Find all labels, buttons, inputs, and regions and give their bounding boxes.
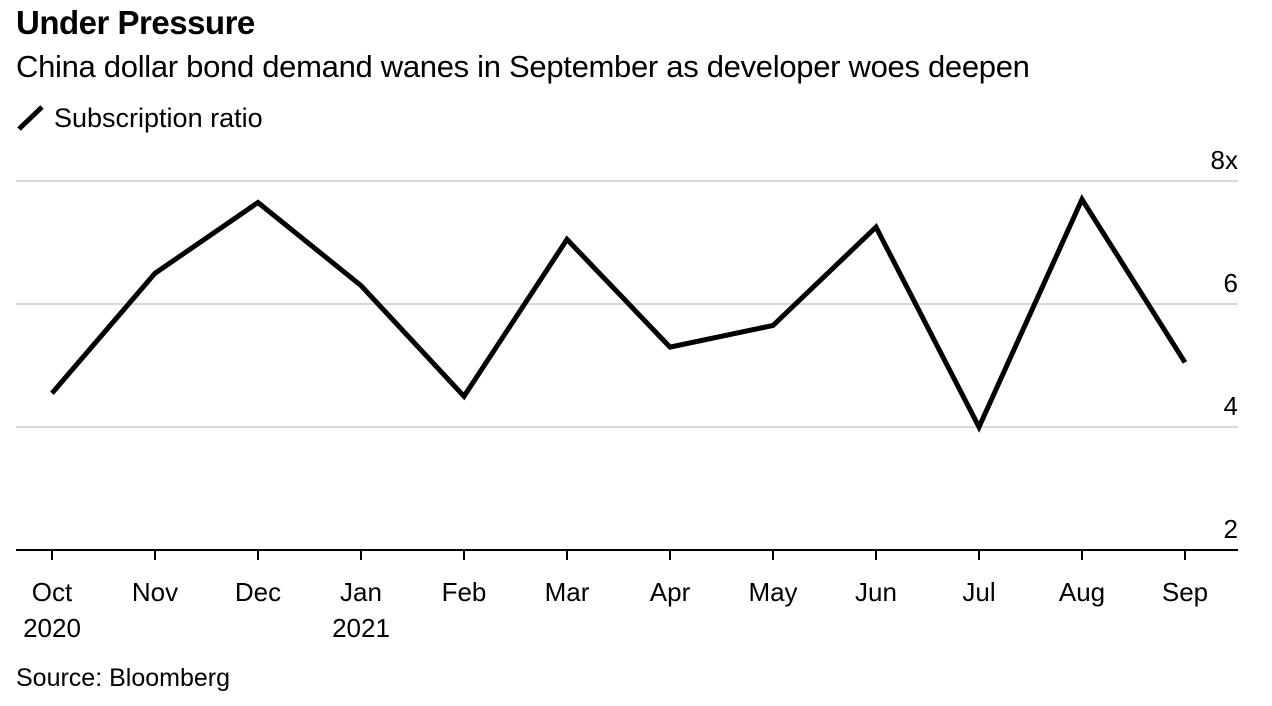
series-line bbox=[50, 194, 1188, 433]
chart-subtitle: China dollar bond demand wanes in Septem… bbox=[16, 49, 1030, 84]
x-tick-label: Oct bbox=[32, 577, 73, 607]
y-tick-label: 2 bbox=[1224, 514, 1238, 544]
line-swatch-icon bbox=[17, 105, 44, 131]
x-tick-label: Mar bbox=[545, 577, 590, 607]
chart-title: Under Pressure bbox=[16, 4, 255, 41]
x-tick-sublabel: 2020 bbox=[23, 613, 81, 643]
legend-label: Subscription ratio bbox=[54, 102, 263, 133]
x-tick-label: Nov bbox=[132, 577, 178, 607]
x-tick-label: Feb bbox=[442, 577, 487, 607]
x-tick-label: Apr bbox=[650, 577, 691, 607]
y-tick-label: 6 bbox=[1224, 268, 1238, 298]
x-tick-label: Jun bbox=[855, 577, 897, 607]
x-tick-label: May bbox=[748, 577, 797, 607]
x-tick-label: Jan bbox=[340, 577, 382, 607]
y-tick-label: 8x bbox=[1211, 145, 1238, 175]
source-note: Source: Bloomberg bbox=[16, 664, 231, 692]
x-tick-label: Aug bbox=[1059, 577, 1105, 607]
x-tick-label: Jul bbox=[962, 577, 995, 607]
x-tick-sublabel: 2021 bbox=[332, 613, 390, 643]
x-tick-label: Sep bbox=[1162, 577, 1208, 607]
y-tick-label: 4 bbox=[1224, 391, 1238, 421]
x-tick-label: Dec bbox=[235, 577, 281, 607]
legend: Subscription ratio bbox=[16, 101, 263, 135]
